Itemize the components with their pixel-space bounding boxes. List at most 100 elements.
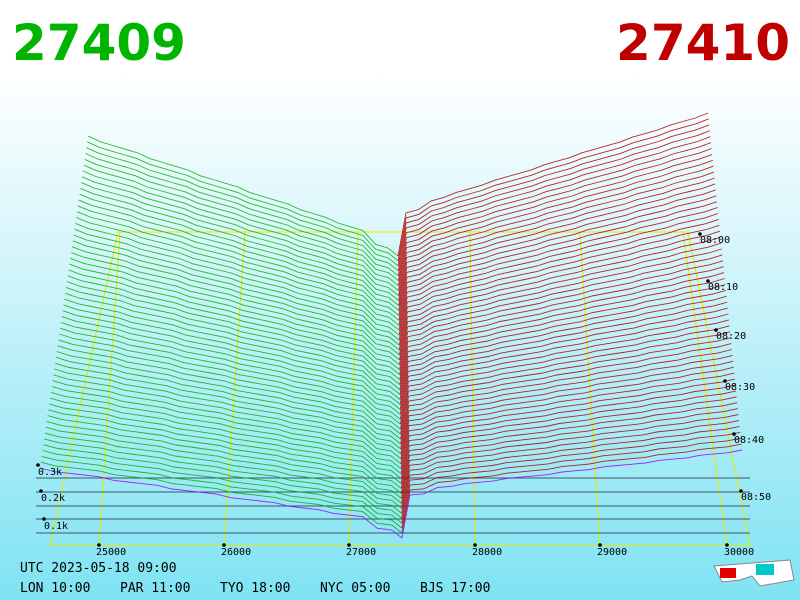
ask-depth-line (401, 408, 738, 504)
depth-label: 0.3k (38, 467, 62, 478)
time-zone: BJS 17:00 (420, 581, 490, 596)
price-tick (222, 543, 226, 547)
bid-depth-line (70, 257, 400, 361)
time-label: 08:40 (734, 435, 764, 446)
price-tick (725, 543, 729, 547)
ask-depth-line (399, 266, 724, 385)
time-tick (723, 379, 727, 383)
bid-depth-line (82, 170, 399, 287)
ask-depth-line (397, 124, 710, 266)
ask-depth-line (398, 224, 720, 351)
3d-glasses-icon (713, 559, 795, 587)
bid-depth-line (57, 345, 401, 435)
bid-depth-line (73, 234, 400, 341)
price-label: 30000 (724, 547, 754, 558)
ask-depth-line (401, 431, 741, 524)
ask-depth-line (400, 343, 732, 449)
bid-depth-line (51, 386, 402, 470)
ask-depth-line (397, 130, 710, 271)
bid-depth-line (53, 374, 402, 460)
ask-depth-line (397, 148, 712, 286)
ask-depth-line (399, 289, 727, 405)
ask-depth-line (398, 201, 718, 331)
bid-depth-line (65, 286, 401, 385)
bid-depth-line (76, 217, 400, 326)
bid-depth-line (46, 420, 402, 499)
ask-depth-line (398, 213, 719, 341)
bid-depth-line (79, 193, 399, 306)
time-label: 08:30 (725, 382, 755, 393)
bid-depth-line (41, 455, 403, 529)
bid-depth-line (59, 333, 401, 425)
bid-depth-line (80, 187, 399, 301)
ask-depth-line (399, 307, 728, 420)
bid-depth-line (87, 135, 399, 257)
floor-grid-line (579, 231, 601, 546)
bid-depth-line (45, 426, 402, 504)
bid-depth-line (86, 147, 399, 267)
bid-depth-line (84, 158, 399, 277)
bid-depth-line (55, 362, 401, 450)
ask-depth-line (399, 313, 729, 425)
ask-depth-line (400, 372, 735, 474)
bid-depth-line (75, 222, 400, 331)
bid-depth-line (85, 153, 399, 272)
ask-depth-line (397, 118, 709, 261)
bid-depth-line (50, 391, 402, 475)
ask-depth-line (398, 159, 713, 296)
price-label: 26000 (221, 547, 251, 558)
ask-depth-line (400, 378, 735, 479)
ask-depth-line (398, 171, 715, 306)
price-tick (598, 543, 602, 547)
bid-depth-line (64, 298, 401, 395)
ask-depth-line (400, 349, 733, 454)
floor-grid-line (469, 231, 476, 546)
ask-depth-line (399, 254, 723, 375)
bid-depth-line (40, 461, 403, 534)
axis-labels: 25000 26000 27000 28000 29000 30000 08:00 08:10… (36, 232, 771, 558)
ask-depth-line (398, 153, 713, 291)
ask-depth-line (399, 260, 724, 380)
bid-depth-line (56, 351, 401, 440)
ask-depth-line (400, 366, 734, 469)
bid-depth-line (81, 182, 399, 296)
bid-depth-line (66, 281, 401, 381)
bid-depth-line (39, 467, 403, 539)
ask-depth-line (400, 337, 731, 445)
ask-depth-line (398, 189, 716, 321)
bid-depth-line (58, 339, 401, 430)
time-label: 08:10 (708, 282, 738, 293)
bid-depth-line (76, 211, 400, 321)
bid-depth-line (81, 176, 399, 291)
price-label: 27000 (346, 547, 376, 558)
bid-depth-line (87, 141, 399, 262)
time-label: 08:00 (700, 235, 730, 246)
ask-depth-line (401, 443, 742, 534)
price-label: 25000 (96, 547, 126, 558)
ask-depth-line (399, 278, 725, 395)
ask-depth-line (397, 142, 712, 281)
depth-tick (36, 463, 40, 467)
price-tick (473, 543, 477, 547)
bid-depth-line (71, 252, 400, 356)
ask-depth-line (400, 325, 730, 435)
bid-depth-line (78, 199, 400, 311)
ask-depth-line (399, 248, 722, 370)
time-zone: PAR 11:00 (120, 581, 190, 596)
time-zone: TYO 18:00 (220, 581, 290, 596)
ask-depth-line (400, 390, 737, 489)
utc-time: UTC 2023-05-18 09:00 (20, 561, 177, 576)
time-tick (698, 232, 702, 236)
ask-depth-line (400, 360, 734, 464)
bid-depth-line (62, 310, 401, 405)
bid-depth-line (44, 432, 402, 509)
bid-depth-line (49, 403, 402, 484)
bid-price: 27409 (12, 14, 186, 72)
bid-depth-line (83, 164, 399, 282)
ask-price: 27410 (616, 14, 790, 72)
ask-depth-line (401, 419, 740, 514)
ask-depth-line (398, 207, 718, 336)
bid-depth-line (68, 269, 400, 371)
bid-depth-line (43, 444, 402, 519)
depth-tick (42, 517, 46, 521)
